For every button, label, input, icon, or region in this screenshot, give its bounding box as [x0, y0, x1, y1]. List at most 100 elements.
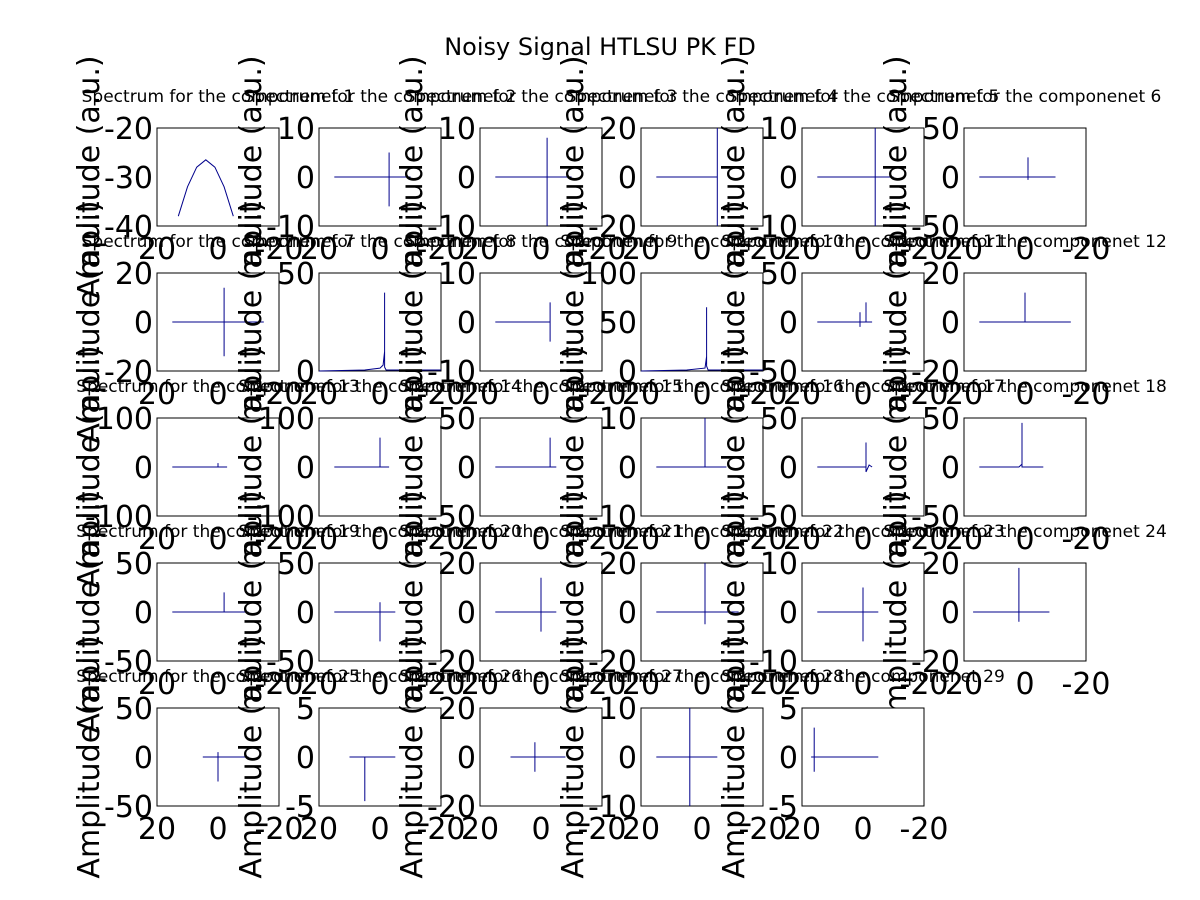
x-tick-label: -20	[900, 812, 949, 847]
series-line	[495, 437, 557, 468]
x-tick-label: 0	[208, 667, 227, 702]
x-tick-label: 0	[1015, 377, 1034, 412]
y-tick-label: 20	[115, 257, 153, 292]
series-line	[172, 592, 249, 613]
x-tick-label: 20	[622, 812, 660, 847]
series-line	[172, 287, 264, 357]
x-tick-label: 0	[853, 232, 872, 267]
x-tick-label: 0	[208, 812, 227, 847]
series-line	[495, 577, 557, 632]
y-axis-label: Amplitude (a.u.)	[717, 55, 752, 298]
series-line	[656, 708, 718, 806]
x-tick-label: -20	[739, 812, 788, 847]
y-tick-label: 50	[760, 402, 798, 437]
x-tick-label: 20	[461, 667, 499, 702]
x-tick-label: 20	[138, 522, 176, 557]
y-axis-label: Amplitude (a.u.)	[72, 200, 107, 443]
y-tick-label: -20	[427, 645, 476, 680]
x-tick-label: 20	[138, 667, 176, 702]
x-tick-label: 0	[370, 522, 389, 557]
y-tick-label: 0	[618, 161, 637, 196]
x-tick-label: 0	[853, 667, 872, 702]
y-axis-label: Amplitude (a.u.)	[234, 345, 269, 588]
series-line	[979, 292, 1071, 323]
series-line	[349, 756, 396, 802]
y-tick-label: 10	[438, 257, 476, 292]
x-tick-label: 20	[300, 377, 338, 412]
x-tick-label: 20	[622, 522, 660, 557]
y-tick-label: -100	[247, 500, 315, 535]
y-tick-label: -10	[427, 210, 476, 245]
subplot-title: Spectrum for the componenet 12	[883, 232, 1167, 252]
x-tick-label: 0	[692, 812, 711, 847]
y-tick-label: 0	[134, 741, 153, 776]
y-tick-label: -50	[266, 645, 315, 680]
y-axis-label: Amplitude (a.u.)	[234, 55, 269, 298]
y-tick-label: 10	[599, 402, 637, 437]
subplot-title: Spectrum for the componenet 6	[889, 87, 1162, 107]
y-tick-label: 0	[457, 451, 476, 486]
subplot-title: Spectrum for the componenet 16	[560, 377, 844, 397]
y-tick-label: 0	[941, 161, 960, 196]
subplot-title: Spectrum for the componenet 20	[238, 522, 522, 542]
series-line	[817, 587, 879, 642]
y-tick-label: -10	[266, 210, 315, 245]
x-tick-label: -20	[900, 377, 949, 412]
subplot-title: Spectrum for the componenet 7	[82, 232, 355, 252]
x-tick-label: -20	[739, 522, 788, 557]
y-tick-label: 0	[779, 161, 798, 196]
y-tick-label: 0	[134, 596, 153, 631]
x-tick-label: -20	[255, 522, 304, 557]
series-line	[979, 157, 1056, 180]
subplot-title: Spectrum for the componenet 29	[721, 667, 1005, 687]
series-line	[979, 422, 1044, 468]
y-tick-label: -50	[911, 210, 960, 245]
x-tick-label: -20	[255, 667, 304, 702]
x-tick-label: 20	[783, 522, 821, 557]
series-line	[811, 727, 879, 772]
axes-frame	[318, 272, 442, 372]
series-line	[817, 128, 894, 226]
x-tick-label: 20	[783, 377, 821, 412]
y-tick-label: 0	[134, 306, 153, 341]
series-line	[495, 302, 551, 342]
y-axis-label: Amplitude (a.u.)	[234, 200, 269, 443]
y-tick-label: 20	[599, 112, 637, 147]
y-tick-label: 0	[618, 741, 637, 776]
y-axis-label: Amplitude (a.u.)	[879, 345, 914, 588]
y-tick-label: 50	[922, 402, 960, 437]
y-tick-label: 0	[296, 741, 315, 776]
y-tick-label: -50	[104, 645, 153, 680]
y-tick-label: 0	[779, 596, 798, 631]
y-tick-label: 0	[457, 741, 476, 776]
y-tick-label: -20	[911, 355, 960, 390]
y-tick-label: -5	[768, 790, 798, 825]
subplot-title: Spectrum for the componenet 13	[76, 377, 360, 397]
y-tick-label: 0	[779, 741, 798, 776]
y-tick-label: 100	[96, 402, 153, 437]
y-tick-label: -50	[749, 500, 798, 535]
y-tick-label: -20	[427, 790, 476, 825]
y-tick-label: 50	[115, 692, 153, 727]
subplot-title: Spectrum for the componenet 8	[244, 232, 517, 252]
x-tick-label: 0	[370, 232, 389, 267]
x-tick-label: -20	[1062, 522, 1111, 557]
series-line	[640, 307, 763, 372]
x-tick-label: 20	[945, 377, 983, 412]
y-tick-label: 0	[296, 596, 315, 631]
y-tick-label: 0	[941, 596, 960, 631]
